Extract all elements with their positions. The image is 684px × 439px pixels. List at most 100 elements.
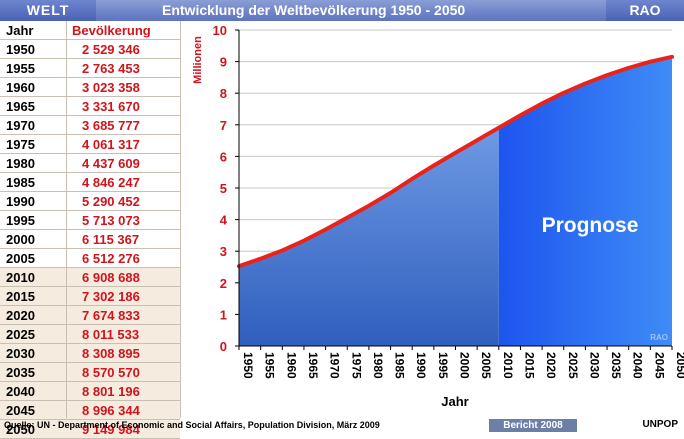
cell-population: 8 996 344 xyxy=(82,403,140,418)
cell-population: 7 302 186 xyxy=(82,289,140,304)
cell-population: 8 570 570 xyxy=(82,365,140,380)
header-year: Jahr xyxy=(6,23,34,38)
y-tick-labels: 0 1 2 3 4 5 6 7 8 9 10 xyxy=(213,23,228,354)
cell-population: 5 290 452 xyxy=(82,194,140,209)
y-tick-label: 5 xyxy=(220,181,227,196)
x-tick-label: 2030 xyxy=(587,352,601,379)
cell-population: 6 512 276 xyxy=(82,251,140,266)
cell-year: 1960 xyxy=(6,80,35,95)
x-tick-label: 1950 xyxy=(241,352,255,379)
cell-population: 5 713 073 xyxy=(82,213,140,228)
y-tick-label: 6 xyxy=(220,149,227,164)
table-row: 2030 8 308 895 xyxy=(0,344,180,363)
cell-population: 4 437 609 xyxy=(82,156,140,171)
x-tick-label: 2050 xyxy=(674,352,684,379)
y-tick-label: 7 xyxy=(220,118,227,133)
source-code: UNPOP xyxy=(642,419,678,430)
table-row: 1970 3 685 777 xyxy=(0,116,180,135)
table-header-row: Jahr Bevölkerung xyxy=(0,21,180,40)
table-row: 1990 5 290 452 xyxy=(0,192,180,211)
cell-year: 2030 xyxy=(6,346,35,361)
table-row: 2000 6 115 367 xyxy=(0,230,180,249)
y-tick-label: 8 xyxy=(220,86,227,101)
table-row: 1965 3 331 670 xyxy=(0,97,180,116)
table-row: 2025 8 011 533 xyxy=(0,325,180,344)
chart-axes xyxy=(235,29,673,350)
report-badge: Bericht 2008 xyxy=(489,419,577,432)
x-tick-label: 1955 xyxy=(263,352,277,379)
cell-year: 2020 xyxy=(6,308,35,323)
y-axis-label: Millionen xyxy=(192,36,204,84)
x-tick-label: 1980 xyxy=(371,352,385,379)
header-bar: WELT Entwicklung der Weltbevölkerung 195… xyxy=(0,0,684,21)
table-row: 1975 4 061 317 xyxy=(0,135,180,154)
cell-population: 2 763 453 xyxy=(82,61,140,76)
x-axis-label: Jahr xyxy=(441,394,468,409)
cell-year: 1970 xyxy=(6,118,35,133)
table-row: 2005 6 512 276 xyxy=(0,249,180,268)
x-tick-labels: 1950 1955 1960 1965 1970 1975 1980 1985 1990 1995… xyxy=(241,352,684,379)
y-tick-label: 4 xyxy=(220,213,228,228)
cell-year: 1990 xyxy=(6,194,35,209)
cell-year: 1975 xyxy=(6,137,35,152)
cell-year: 1950 xyxy=(6,42,35,57)
table-row: 2045 8 996 344 xyxy=(0,401,180,420)
cell-population: 3 685 777 xyxy=(82,118,140,133)
cell-year: 2025 xyxy=(6,327,35,342)
table-column-divider xyxy=(66,21,67,418)
x-tick-label: 2045 xyxy=(652,352,666,379)
x-tick-label: 2035 xyxy=(609,352,623,379)
y-tick-label: 3 xyxy=(220,244,227,259)
x-tick-label: 1985 xyxy=(393,352,407,379)
cell-population: 3 331 670 xyxy=(82,99,140,114)
table-row: 1995 5 713 073 xyxy=(0,211,180,230)
x-tick-label: 2025 xyxy=(566,352,580,379)
header-value: Bevölkerung xyxy=(72,23,151,38)
projection-area xyxy=(498,56,672,347)
x-tick-label: 1970 xyxy=(328,352,342,379)
x-tick-label: 2005 xyxy=(479,352,493,379)
table-row: 2020 7 674 833 xyxy=(0,306,180,325)
brand-label: RAO xyxy=(606,0,684,21)
cell-population: 4 061 317 xyxy=(82,137,140,152)
population-line xyxy=(237,54,674,269)
cell-population: 3 023 358 xyxy=(82,80,140,95)
x-tick-label: 2020 xyxy=(544,352,558,379)
cell-year: 1985 xyxy=(6,175,35,190)
x-tick-label: 1965 xyxy=(306,352,320,379)
cell-population: 6 908 688 xyxy=(82,270,140,285)
table-row: 1955 2 763 453 xyxy=(0,59,180,78)
cell-population: 8 801 196 xyxy=(82,384,140,399)
cell-year: 2035 xyxy=(6,365,35,380)
projection-label: Prognose xyxy=(542,214,639,237)
cell-population: 8 308 895 xyxy=(82,346,140,361)
table-row: 2010 6 908 688 xyxy=(0,268,180,287)
cell-year: 2000 xyxy=(6,232,35,247)
table-border xyxy=(180,21,181,418)
y-tick-label: 10 xyxy=(213,23,227,38)
x-tick-label: 2000 xyxy=(458,352,472,379)
y-tick-label: 0 xyxy=(220,339,227,354)
y-tick-label: 1 xyxy=(220,307,227,322)
x-tick-label: 2040 xyxy=(631,352,645,379)
table-row: 1950 2 529 346 xyxy=(0,40,180,59)
page-title: Entwicklung der Weltbevölkerung 1950 - 2… xyxy=(162,2,466,18)
x-tick-label: 2010 xyxy=(501,352,515,379)
x-tick-label: 1975 xyxy=(349,352,363,379)
table-row: 2040 8 801 196 xyxy=(0,382,180,401)
cell-population: 6 115 367 xyxy=(82,232,140,247)
table-row: 2015 7 302 186 xyxy=(0,287,180,306)
x-tick-label: 2015 xyxy=(522,352,536,379)
cell-year: 1955 xyxy=(6,61,35,76)
historic-area xyxy=(239,127,499,346)
cell-year: 2015 xyxy=(6,289,35,304)
cell-population: 2 529 346 xyxy=(82,42,140,57)
x-tick-label: 1960 xyxy=(284,352,298,379)
cell-population: 7 674 833 xyxy=(82,308,140,323)
y-tick-label: 2 xyxy=(220,276,227,291)
table-row: 1980 4 437 609 xyxy=(0,154,180,173)
chart-line xyxy=(237,54,674,269)
chart-watermark: RAO xyxy=(650,333,668,342)
source-note: Quelle: UN - Department of Economic and … xyxy=(4,420,380,430)
cell-year: 1965 xyxy=(6,99,35,114)
